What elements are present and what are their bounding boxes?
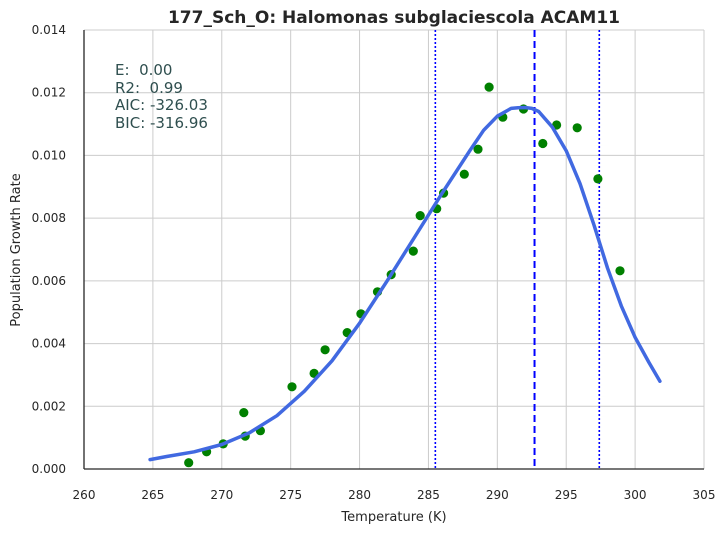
x-tick-label: 300: [624, 488, 647, 502]
x-axis-label: Temperature (K): [340, 510, 446, 525]
x-tick-label: 290: [486, 488, 509, 502]
data-point: [459, 169, 469, 179]
stat-e: E: 0.00: [115, 61, 172, 79]
data-point: [415, 211, 425, 221]
y-tick-labels: 0.000 0.002 0.004 0.006 0.008 0.010 0.012 0.014: [32, 23, 66, 476]
y-tick-label: 0.010: [32, 148, 66, 162]
x-tick-label: 270: [210, 488, 233, 502]
stat-bic: BIC: -316.96: [115, 114, 208, 132]
x-tick-labels: 260 265 270 275 280 285 290 295 300 305: [73, 488, 716, 502]
x-tick-label: 275: [279, 488, 302, 502]
stat-aic: AIC: -326.03: [115, 96, 208, 114]
stat-r2: R2: 0.99: [115, 79, 183, 97]
y-tick-label: 0.006: [32, 274, 66, 288]
axes: [83, 30, 704, 470]
y-tick-label: 0.002: [32, 399, 66, 413]
grid: [84, 29, 705, 469]
data-point: [593, 174, 603, 184]
y-tick-label: 0.014: [32, 23, 66, 37]
reference-lines: [434, 30, 601, 469]
fit-statistics: E: 0.00 R2: 0.99 AIC: -326.03 BIC: -316.…: [115, 61, 208, 132]
x-tick-label: 285: [417, 488, 440, 502]
data-point: [184, 458, 194, 468]
data-point: [484, 82, 494, 92]
data-point: [320, 345, 330, 355]
data-point: [408, 246, 418, 256]
x-tick-label: 265: [141, 488, 164, 502]
data-point: [287, 382, 297, 392]
data-point: [473, 144, 483, 154]
y-tick-label: 0.004: [32, 337, 66, 351]
y-tick-label: 0.000: [32, 462, 66, 476]
x-tick-label: 305: [693, 488, 716, 502]
x-tick-label: 295: [555, 488, 578, 502]
data-point: [572, 123, 582, 133]
x-tick-label: 260: [73, 488, 96, 502]
data-point: [239, 408, 249, 418]
fit-curve-group: [148, 105, 662, 462]
x-tick-label: 280: [348, 488, 371, 502]
data-point: [615, 266, 625, 276]
y-axis-label: Population Growth Rate: [9, 173, 24, 326]
y-tick-label: 0.008: [32, 211, 66, 225]
fit-curve: [148, 105, 662, 462]
y-tick-label: 0.012: [32, 86, 66, 100]
chart-title: 177_Sch_O: Halomonas subglaciescola ACAM…: [168, 8, 620, 28]
data-point: [538, 138, 548, 149]
